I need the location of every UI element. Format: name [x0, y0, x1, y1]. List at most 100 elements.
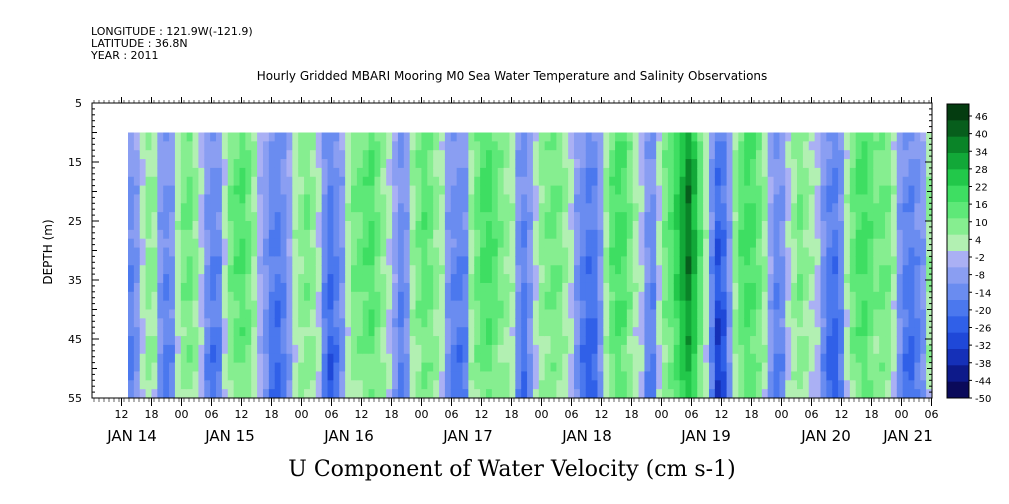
heatmap-cell	[128, 336, 135, 346]
heatmap-cell	[896, 291, 904, 302]
heatmap-cell	[579, 159, 587, 169]
heatmap-cell	[650, 380, 657, 390]
heatmap-cell	[491, 309, 499, 319]
heatmap-cell	[879, 282, 886, 293]
heatmap-cell	[673, 300, 681, 311]
heatmap-cell	[403, 353, 411, 364]
heatmap-cell	[133, 309, 141, 319]
heatmap-cell	[644, 318, 651, 328]
heatmap-cell	[626, 362, 634, 373]
heatmap-cell	[550, 291, 558, 302]
heatmap-cell	[139, 318, 147, 328]
heatmap-cell	[333, 282, 340, 293]
heatmap-cell	[280, 221, 288, 231]
heatmap-cell	[392, 300, 399, 311]
heatmap-cell	[439, 282, 446, 293]
heatmap-cell	[339, 256, 346, 266]
heatmap-cell	[210, 150, 217, 160]
x-tick-label: 00	[535, 408, 549, 421]
heatmap-cell	[439, 167, 446, 178]
heatmap-cell	[421, 389, 428, 398]
heatmap-cell	[691, 132, 698, 142]
heatmap-cell	[791, 132, 798, 142]
heatmap-cell	[309, 194, 317, 204]
heatmap-cell	[497, 274, 505, 284]
heatmap-cell	[509, 300, 516, 311]
heatmap-cell	[885, 300, 892, 311]
heatmap-cell	[926, 221, 932, 231]
heatmap-cell	[615, 300, 622, 311]
heatmap-cell	[656, 203, 663, 213]
heatmap-cell	[849, 274, 857, 284]
heatmap-cell	[591, 282, 599, 293]
heatmap-cell	[562, 300, 569, 311]
heatmap-cell	[128, 212, 135, 222]
heatmap-cell	[767, 318, 775, 328]
heatmap-cell	[380, 159, 387, 169]
heatmap-cell	[838, 212, 845, 222]
heatmap-cell	[867, 185, 874, 196]
heatmap-cell	[532, 150, 540, 160]
heatmap-cell	[785, 300, 792, 311]
heatmap-cell	[198, 185, 205, 196]
heatmap-cell	[726, 194, 734, 204]
heatmap-cell	[738, 194, 745, 204]
heatmap-cell	[920, 300, 927, 311]
heatmap-cell	[597, 389, 604, 398]
heatmap-cell	[257, 194, 264, 204]
heatmap-cell	[914, 380, 921, 390]
heatmap-cell	[521, 212, 528, 222]
heatmap-cell	[691, 318, 698, 328]
heatmap-cell	[609, 221, 616, 231]
heatmap-cell	[204, 141, 211, 151]
heatmap-cell	[609, 256, 616, 266]
heatmap-cell	[773, 336, 781, 346]
heatmap-cell	[180, 150, 188, 160]
heatmap-cell	[192, 221, 200, 231]
heatmap-cell	[174, 159, 182, 169]
heatmap-cell	[779, 238, 786, 249]
heatmap-cell	[210, 318, 217, 328]
heatmap-cell	[609, 238, 616, 249]
heatmap-cell	[239, 167, 246, 178]
heatmap-cell	[703, 327, 710, 337]
colorbar-label: 40	[975, 130, 988, 141]
heatmap-cell	[750, 159, 757, 169]
heatmap-cell	[356, 159, 364, 169]
heatmap-cell	[562, 327, 569, 337]
heatmap-cell	[896, 344, 904, 355]
heatmap-cell	[902, 344, 910, 355]
heatmap-cell	[750, 380, 757, 390]
heatmap-cell	[262, 176, 270, 187]
heatmap-cell	[221, 309, 229, 319]
heatmap-cell	[708, 344, 716, 355]
heatmap-cell	[855, 282, 863, 293]
heatmap-cell	[885, 265, 892, 275]
heatmap-cell	[826, 389, 833, 398]
heatmap-cell	[620, 247, 628, 257]
heatmap-cell	[838, 371, 845, 381]
heatmap-cell	[585, 247, 593, 257]
heatmap-cell	[345, 282, 352, 293]
heatmap-cell	[292, 238, 299, 249]
heatmap-cell	[656, 265, 663, 275]
heatmap-cell	[374, 221, 381, 231]
heatmap-cell	[509, 291, 516, 302]
heatmap-cell	[315, 167, 323, 178]
heatmap-cell	[304, 159, 311, 169]
heatmap-cell	[855, 318, 863, 328]
heatmap-cell	[362, 389, 370, 398]
heatmap-cell	[855, 265, 863, 275]
heatmap-cell	[386, 185, 393, 196]
heatmap-cell	[896, 221, 904, 231]
heatmap-cell	[755, 203, 763, 213]
heatmap-cell	[280, 256, 288, 266]
heatmap-cell	[427, 141, 434, 151]
heatmap-cell	[527, 185, 534, 196]
heatmap-cell	[879, 336, 886, 346]
heatmap-cell	[603, 167, 610, 178]
heatmap-cell	[849, 336, 857, 346]
heatmap-cell	[750, 229, 757, 240]
heatmap-cell	[744, 203, 751, 213]
